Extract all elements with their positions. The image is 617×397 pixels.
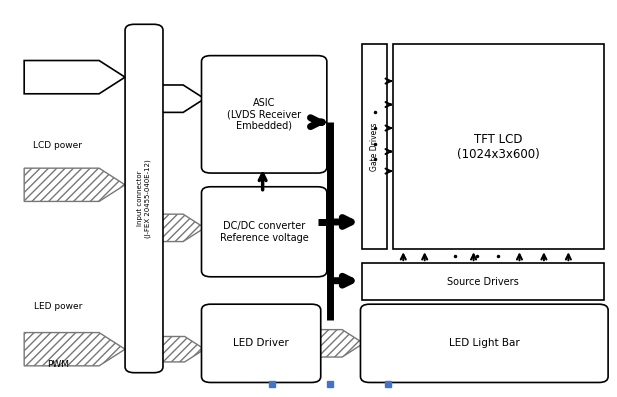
- FancyBboxPatch shape: [202, 56, 327, 173]
- Polygon shape: [24, 168, 125, 201]
- Text: LED Light Bar: LED Light Bar: [449, 338, 520, 348]
- FancyBboxPatch shape: [362, 263, 604, 300]
- Text: Gate Drivers: Gate Drivers: [370, 122, 379, 171]
- Polygon shape: [159, 214, 205, 241]
- FancyBboxPatch shape: [360, 304, 608, 382]
- Text: DC/DC converter
Reference voltage: DC/DC converter Reference voltage: [220, 221, 308, 243]
- Text: LED power: LED power: [33, 302, 82, 310]
- FancyBboxPatch shape: [362, 44, 387, 249]
- Polygon shape: [24, 60, 125, 94]
- Text: TFT LCD
(1024x3x600): TFT LCD (1024x3x600): [457, 133, 540, 161]
- Text: Source Drivers: Source Drivers: [447, 277, 519, 287]
- Polygon shape: [284, 330, 363, 357]
- Text: LED Driver: LED Driver: [233, 338, 289, 348]
- Polygon shape: [159, 337, 205, 362]
- FancyBboxPatch shape: [202, 187, 327, 277]
- FancyBboxPatch shape: [393, 44, 604, 249]
- Text: ASIC
(LVDS Receiver
Embedded): ASIC (LVDS Receiver Embedded): [227, 98, 301, 131]
- FancyBboxPatch shape: [202, 304, 321, 382]
- Polygon shape: [24, 333, 125, 366]
- Text: Input connector
(J-FEX 20455-040E-12): Input connector (J-FEX 20455-040E-12): [137, 159, 151, 238]
- Text: PWM: PWM: [47, 360, 69, 369]
- Polygon shape: [159, 85, 205, 112]
- Text: LCD power: LCD power: [33, 141, 82, 150]
- FancyBboxPatch shape: [125, 24, 163, 373]
